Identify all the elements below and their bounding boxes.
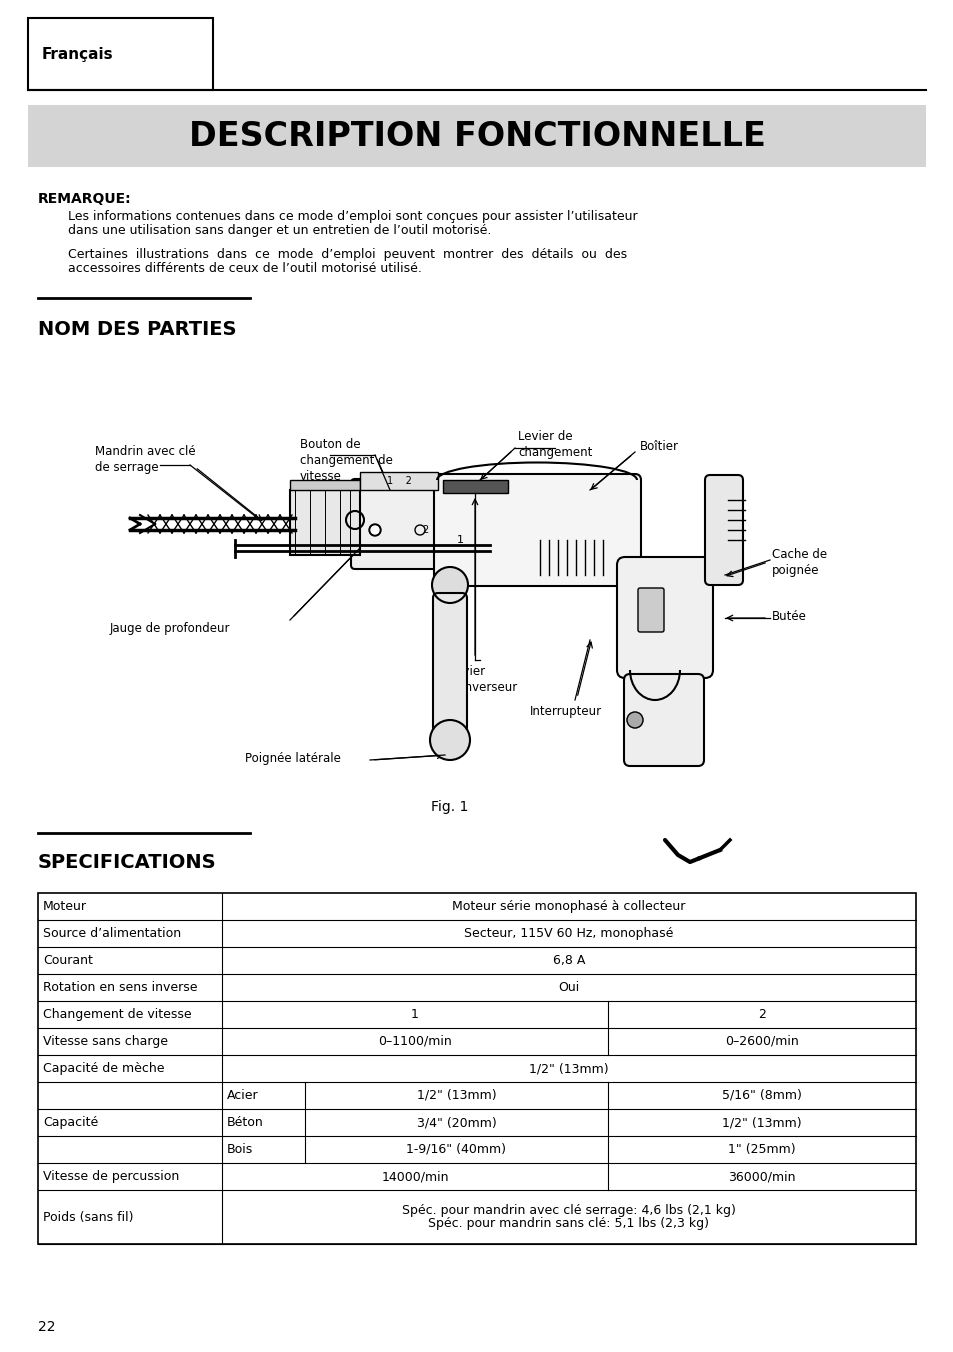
Circle shape — [626, 713, 642, 727]
Text: 2: 2 — [421, 525, 428, 535]
Text: Butée: Butée — [771, 610, 806, 623]
Text: 0–2600/min: 0–2600/min — [724, 1036, 798, 1048]
Bar — [28, 105, 925, 168]
Text: NOM DES PARTIES: NOM DES PARTIES — [38, 320, 236, 339]
FancyBboxPatch shape — [433, 594, 467, 735]
Text: Spéc. pour mandrin sans clé: 5,1 lbs (2,3 kg): Spéc. pour mandrin sans clé: 5,1 lbs (2,… — [428, 1217, 709, 1230]
FancyBboxPatch shape — [638, 588, 663, 631]
Text: Certaines  illustrations  dans  ce  mode  d’emploi  peuvent  montrer  des  détai: Certaines illustrations dans ce mode d’e… — [68, 247, 626, 261]
Text: Capacité: Capacité — [43, 1115, 98, 1129]
FancyBboxPatch shape — [434, 475, 640, 585]
Text: Poignée latérale: Poignée latérale — [245, 752, 340, 765]
Text: 1-9/16" (40mm): 1-9/16" (40mm) — [406, 1142, 506, 1156]
Text: 36000/min: 36000/min — [727, 1169, 795, 1183]
Circle shape — [432, 566, 468, 603]
Text: 0–1100/min: 0–1100/min — [377, 1036, 452, 1048]
Text: 1/2" (13mm): 1/2" (13mm) — [721, 1115, 801, 1129]
Text: Jauge de profondeur: Jauge de profondeur — [110, 622, 231, 635]
Text: REMARQUE:: REMARQUE: — [38, 192, 132, 206]
FancyBboxPatch shape — [623, 675, 703, 767]
Text: Vitesse de percussion: Vitesse de percussion — [43, 1169, 179, 1183]
Text: Interrupteur: Interrupteur — [530, 704, 601, 718]
Text: 1/2" (13mm): 1/2" (13mm) — [416, 1088, 496, 1102]
Text: Secteur, 115V 60 Hz, monophasé: Secteur, 115V 60 Hz, monophasé — [464, 927, 673, 940]
Bar — [290, 480, 359, 489]
Text: Vitesse sans charge: Vitesse sans charge — [43, 1036, 168, 1048]
Text: Bouton de
changement de
vitesse: Bouton de changement de vitesse — [299, 438, 393, 483]
Bar — [442, 480, 507, 493]
FancyBboxPatch shape — [28, 18, 213, 91]
Text: Cache de
poignée: Cache de poignée — [771, 548, 826, 577]
Text: Courant: Courant — [43, 955, 92, 967]
Circle shape — [430, 721, 470, 760]
Text: Français: Français — [42, 46, 113, 61]
Text: Poids (sans fil): Poids (sans fil) — [43, 1210, 133, 1224]
Text: accessoires différents de ceux de l’outil motorisé utilisé.: accessoires différents de ceux de l’outi… — [68, 262, 421, 274]
Text: Mandrin avec clé
de serrage: Mandrin avec clé de serrage — [95, 445, 195, 475]
Text: Source d’alimentation: Source d’alimentation — [43, 927, 181, 940]
FancyBboxPatch shape — [351, 479, 449, 569]
Text: Bois: Bois — [227, 1142, 253, 1156]
Circle shape — [371, 526, 378, 534]
Circle shape — [369, 525, 380, 535]
Text: 1/2" (13mm): 1/2" (13mm) — [529, 1063, 608, 1075]
Text: 2: 2 — [758, 1009, 765, 1021]
Bar — [359, 472, 437, 489]
Text: 3/4" (20mm): 3/4" (20mm) — [416, 1115, 496, 1129]
FancyBboxPatch shape — [617, 557, 712, 677]
Text: 1" (25mm): 1" (25mm) — [727, 1142, 795, 1156]
Text: Les informations contenues dans ce mode d’emploi sont conçues pour assister l’ut: Les informations contenues dans ce mode … — [68, 210, 637, 223]
Text: Moteur série monophasé à collecteur: Moteur série monophasé à collecteur — [452, 900, 685, 913]
Text: 1: 1 — [411, 1009, 418, 1021]
Text: DESCRIPTION FONCTIONNELLE: DESCRIPTION FONCTIONNELLE — [189, 119, 764, 153]
Text: Béton: Béton — [227, 1115, 263, 1129]
Text: 6,8 A: 6,8 A — [552, 955, 584, 967]
Text: SPECIFICATIONS: SPECIFICATIONS — [38, 853, 216, 872]
FancyBboxPatch shape — [704, 475, 742, 585]
Text: Capacité de mèche: Capacité de mèche — [43, 1063, 164, 1075]
Bar — [38, 894, 915, 1244]
Text: 5/16" (8mm): 5/16" (8mm) — [721, 1088, 801, 1102]
Text: Levier
d’inverseur: Levier d’inverseur — [450, 665, 517, 694]
Text: Boîtier: Boîtier — [639, 439, 679, 453]
Text: Oui: Oui — [558, 982, 579, 994]
Text: Moteur: Moteur — [43, 900, 87, 913]
Text: 22: 22 — [38, 1320, 55, 1334]
Text: Fig. 1: Fig. 1 — [431, 800, 468, 814]
Text: 1    2: 1 2 — [386, 476, 411, 485]
Text: 1: 1 — [456, 535, 463, 545]
Text: Acier: Acier — [227, 1088, 258, 1102]
Text: Spéc. pour mandrin avec clé serrage: 4,6 lbs (2,1 kg): Spéc. pour mandrin avec clé serrage: 4,6… — [401, 1203, 735, 1217]
Text: 14000/min: 14000/min — [381, 1169, 448, 1183]
Text: Rotation en sens inverse: Rotation en sens inverse — [43, 982, 197, 994]
Bar — [290, 489, 359, 556]
Text: dans une utilisation sans danger et un entretien de l’outil motorisé.: dans une utilisation sans danger et un e… — [68, 224, 491, 237]
Text: Levier de
changement: Levier de changement — [517, 430, 592, 458]
Text: Changement de vitesse: Changement de vitesse — [43, 1009, 192, 1021]
